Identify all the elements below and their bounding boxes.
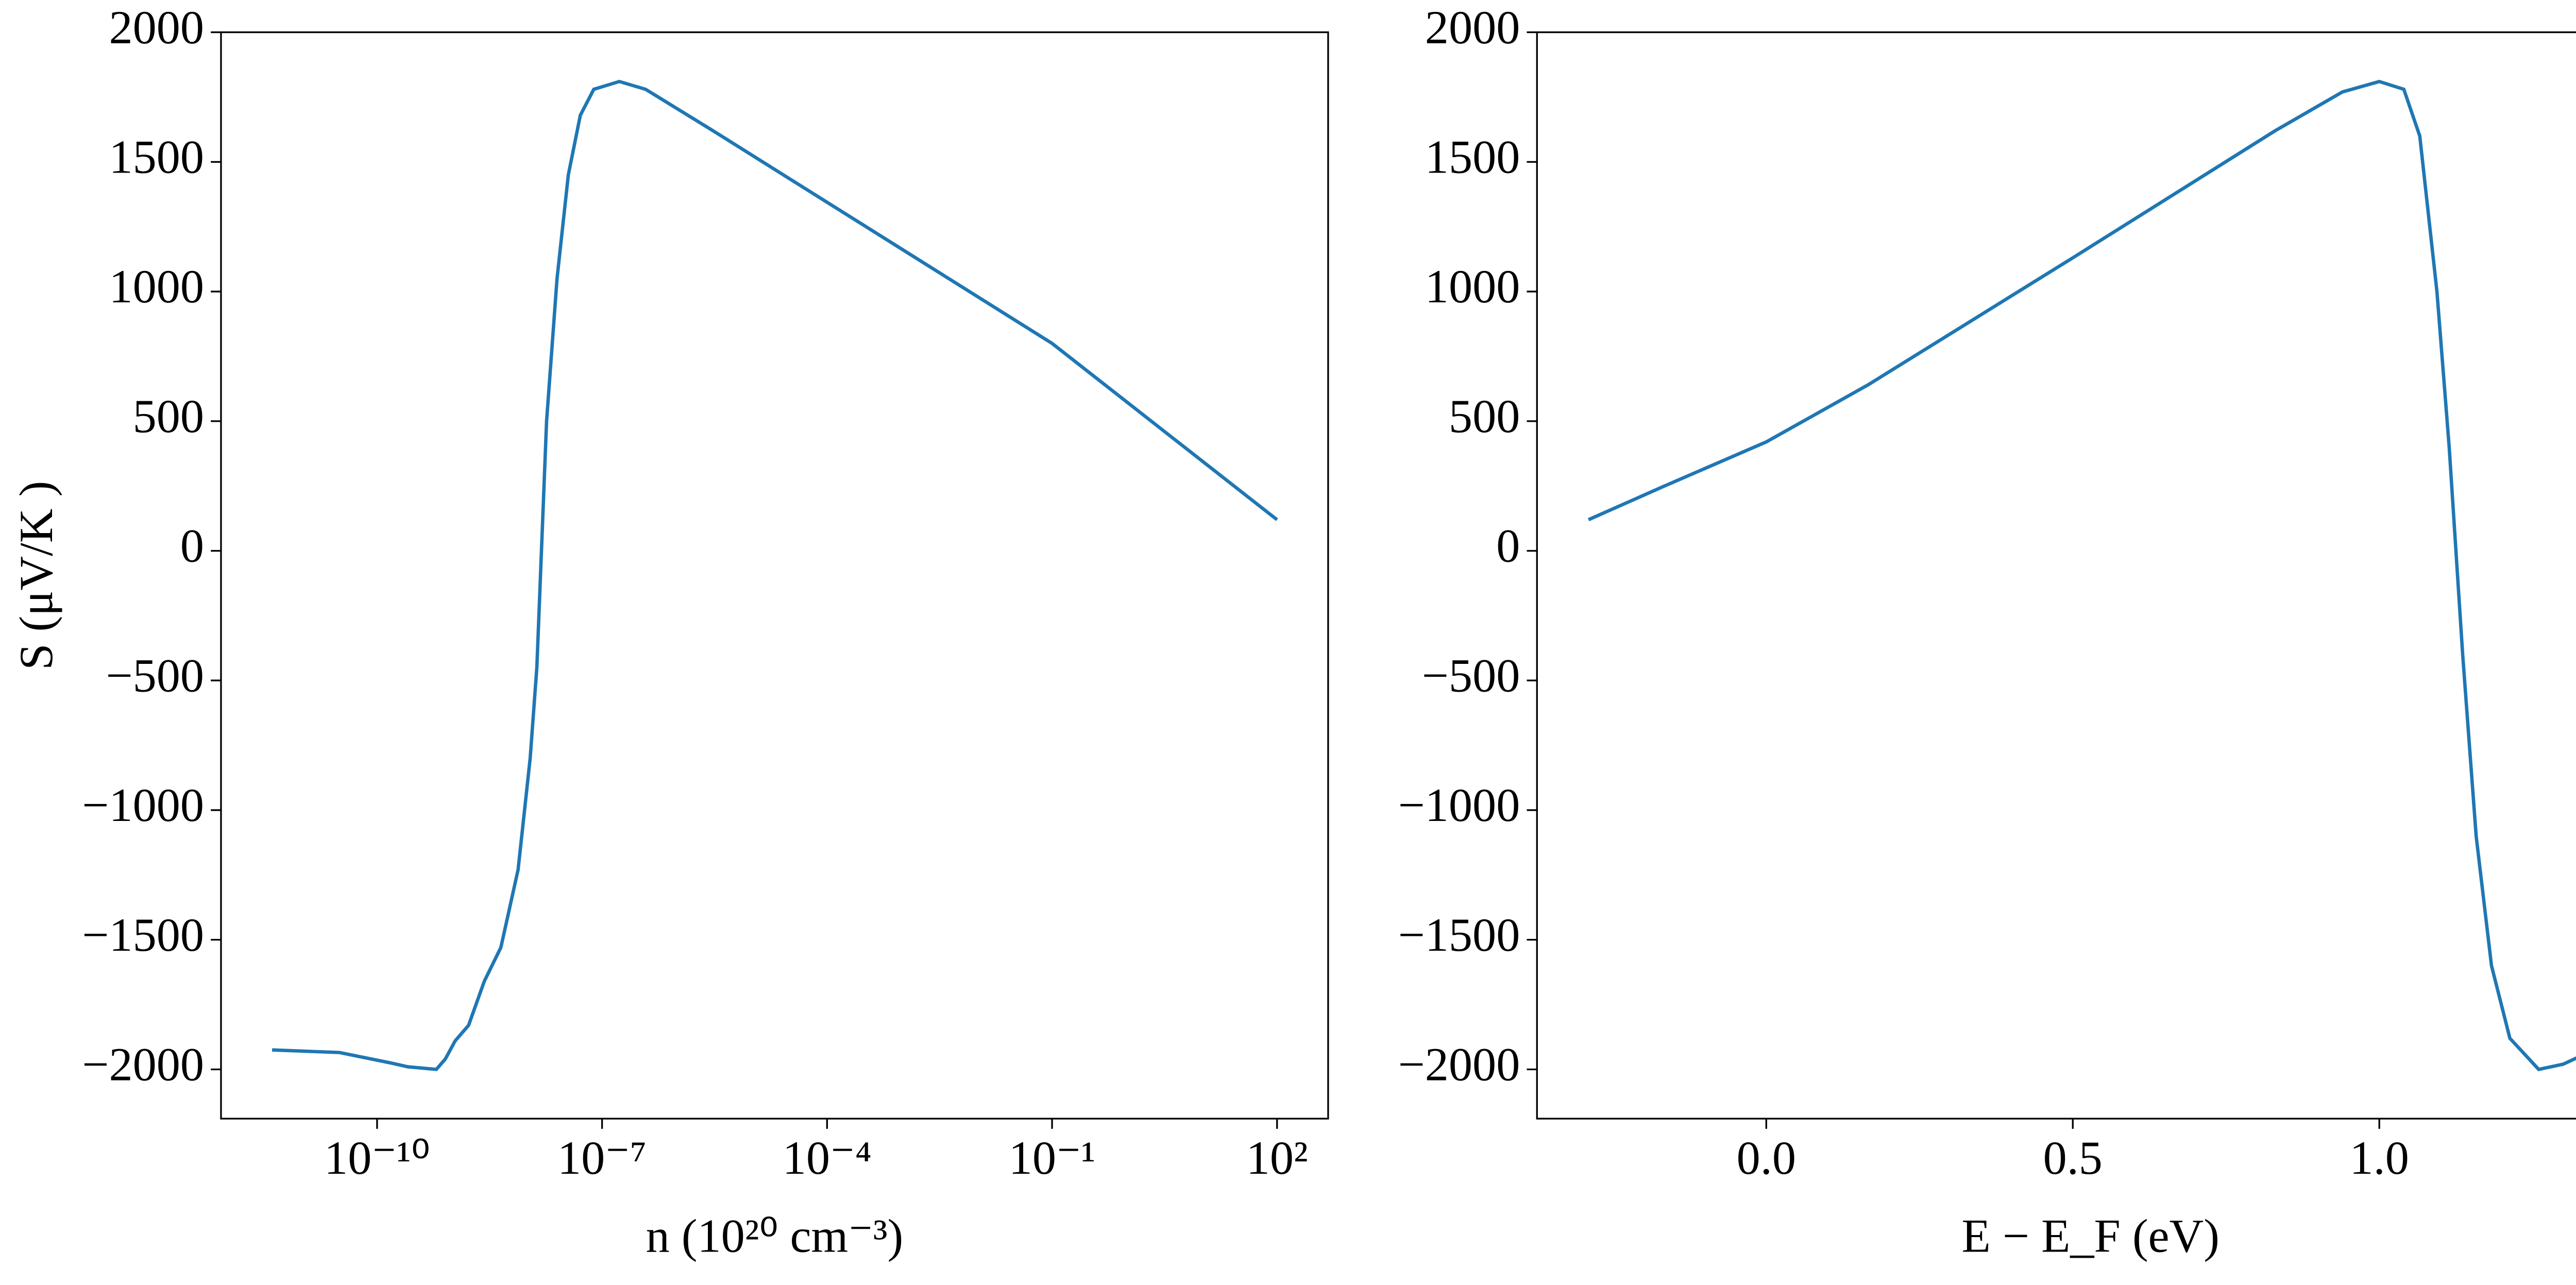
y-tick-label: −2000	[1398, 1038, 1520, 1091]
y-tick-label: 500	[1449, 390, 1520, 442]
y-tick-label: −1000	[1398, 779, 1520, 831]
x-tick-label: 10⁻¹	[1009, 1132, 1096, 1184]
x-tick-label: 0.5	[2043, 1132, 2103, 1184]
plot-frame	[1536, 31, 2576, 1120]
x-axis-label: E − E_F (eV)	[1962, 1209, 2219, 1262]
y-tick-label: −500	[1422, 649, 1520, 701]
y-tick-label: 1500	[1425, 131, 1520, 183]
x-tick-label: 10⁻¹⁰	[324, 1132, 430, 1184]
y-tick-label: −500	[106, 649, 204, 701]
y-tick-label: 0	[180, 520, 204, 572]
x-tick-label: 1.0	[2350, 1132, 2409, 1184]
y-tick-label: 0	[1496, 520, 1520, 572]
y-tick-label: 2000	[109, 1, 204, 54]
x-tick-label: 0.0	[1737, 1132, 1796, 1184]
y-axis-label: S (μV/K )	[10, 481, 62, 670]
y-tick-label: 1000	[109, 260, 204, 313]
plot-frame	[220, 31, 1329, 1120]
y-tick-label: −1000	[82, 779, 204, 831]
data-line	[1587, 79, 2576, 1071]
y-tick-label: −1500	[82, 909, 204, 961]
y-tick-label: 1000	[1425, 260, 1520, 313]
y-tick-label: −2000	[82, 1038, 204, 1091]
x-axis-label: n (10²⁰ cm⁻³)	[646, 1209, 904, 1262]
x-tick-label: 10²	[1246, 1132, 1308, 1184]
data-line	[272, 79, 1278, 1071]
y-tick-label: 500	[133, 390, 204, 442]
y-tick-label: 2000	[1425, 1, 1520, 54]
x-tick-label: 10⁻⁷	[557, 1132, 647, 1184]
y-tick-label: −1500	[1398, 909, 1520, 961]
x-tick-label: 10⁻⁴	[783, 1132, 872, 1184]
y-tick-label: 1500	[109, 131, 204, 183]
